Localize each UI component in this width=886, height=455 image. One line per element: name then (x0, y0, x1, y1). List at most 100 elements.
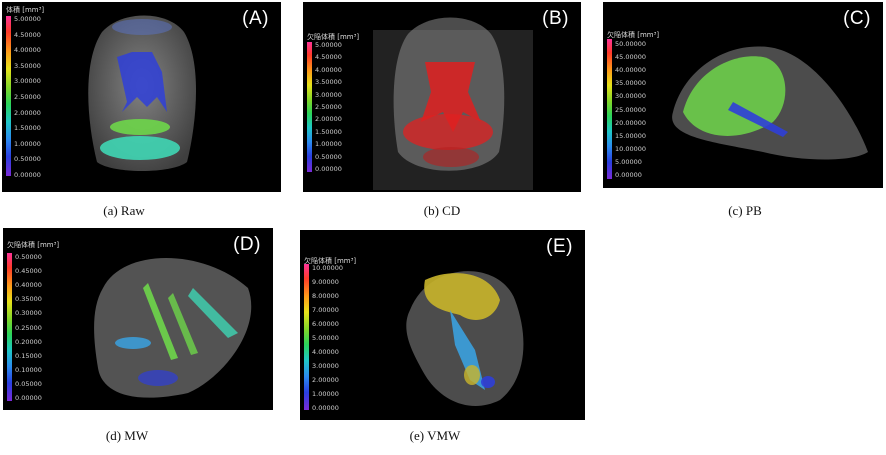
colorbar-tick-label: 0.05000 (15, 379, 42, 388)
colorbar-tick-label: 35.00000 (615, 79, 647, 88)
colorbar-tick-label: 1.00000 (14, 139, 41, 148)
defect-teal-streak (188, 288, 238, 338)
panel-c-render (672, 46, 868, 160)
colorbar-tick-label: 3.00000 (315, 90, 342, 99)
panel-c: 欠陥体積 [mm³] (C) 50.00000 45.00000 40.00000 3… (603, 2, 883, 188)
colorbar-tick-label: 3.00000 (14, 77, 41, 86)
colorbar-tick-label: 4.00000 (315, 65, 342, 74)
colorbar-tick-label: 9.00000 (312, 278, 339, 286)
colorbar-tick-label: 45.00000 (615, 53, 647, 62)
colorbar-tick-label: 0.35000 (15, 295, 42, 304)
colorbar-tick-label: 7.00000 (312, 306, 339, 314)
defect-red-upper (421, 62, 481, 132)
panel-e-render (406, 271, 524, 406)
defect-teal-base (100, 136, 180, 160)
specimen-body (94, 258, 252, 398)
colorbar (607, 39, 612, 179)
caption-d: (d) MW (105, 428, 149, 443)
defect-blue-base (138, 370, 178, 386)
defect-blue-streak (728, 102, 788, 137)
colorbar-tick-label: 0.40000 (15, 281, 42, 290)
colorbar-tick-label: 0.50000 (315, 152, 342, 161)
colorbar-tick-label: 3.00000 (312, 362, 339, 370)
colorbar-tick-label: 3.50000 (315, 78, 342, 87)
colorbar-tick-label: 1.00000 (312, 390, 339, 398)
colorbar-tick-label: 40.00000 (615, 66, 647, 75)
colorbar-tick-label: 1.00000 (315, 140, 342, 149)
colorbar-tick-label: 15.00000 (615, 131, 647, 140)
colorbar-tick-label: 25.00000 (615, 105, 647, 114)
colorbar-tick-label: 0.30000 (15, 309, 42, 318)
colorbar (304, 264, 309, 410)
panel-d: 欠陥体積 [mm³] (D) 0.50000 0.45000 0.40000 0.35… (3, 228, 273, 410)
colorbar-title: 体積 [mm³] (6, 6, 45, 14)
colorbar-tick-label: 2.00000 (312, 376, 339, 384)
colorbar-tick-label: 2.00000 (14, 108, 41, 117)
colorbar-tick-label: 3.50000 (14, 61, 41, 70)
colorbar-title: 欠陥体積 [mm³] (7, 241, 60, 249)
defect-green-cluster (683, 56, 786, 136)
defect-red-lower (403, 114, 493, 150)
colorbar-tick-label: 0.00000 (315, 165, 342, 173)
defect-yellow-upper (424, 273, 500, 320)
colorbar-tick-label: 2.00000 (315, 115, 342, 124)
colorbar-tick-label: 8.00000 (312, 292, 339, 300)
colorbar-tick-label: 0.00000 (615, 171, 642, 179)
caption-e: (e) VMW (409, 428, 461, 443)
colorbar (307, 42, 312, 172)
defect-green-streak-1 (143, 283, 178, 360)
colorbar-tick-label: 5.00000 (312, 334, 339, 342)
colorbar (7, 253, 12, 401)
colorbar-tick-label: 4.50000 (14, 30, 41, 39)
colorbar-tick-label: 20.00000 (615, 118, 647, 127)
caption-c: (c) PB (728, 203, 762, 218)
defect-lightblue (115, 337, 151, 349)
colorbar-tick-label: 6.00000 (312, 320, 339, 328)
colorbar-tick-label: 0.25000 (15, 323, 42, 332)
colorbar-tick-label: 1.50000 (315, 127, 342, 136)
colorbar-tick-label: 0.45000 (15, 267, 42, 276)
defect-green-band (110, 119, 170, 135)
colorbar-tick-label: 0.15000 (15, 351, 42, 360)
colorbar-tick-label: 10.00000 (312, 264, 344, 272)
panel-label: (A) (242, 8, 269, 29)
colorbar-tick-label: 0.00000 (15, 394, 42, 402)
colorbar-tick-label: 4.50000 (315, 53, 342, 62)
colorbar-tick-label: 4.00000 (14, 46, 41, 55)
colorbar-tick-label: 0.20000 (15, 337, 42, 346)
colorbar-tick-label: 5.00000 (14, 15, 41, 23)
panel-label: (B) (542, 8, 569, 29)
panel-label: (E) (546, 236, 573, 257)
panel-label: (C) (843, 8, 871, 29)
colorbar-title: 欠陥体積 [mm³] (607, 31, 660, 39)
colorbar-tick-label: 30.00000 (615, 92, 647, 101)
colorbar-title: 欠陥体積 [mm³] (307, 33, 360, 41)
defect-blue-cluster (117, 52, 167, 112)
colorbar-tick-label: 0.50000 (14, 155, 41, 164)
defect-top (112, 19, 172, 35)
colorbar-tick-label: 4.00000 (312, 348, 339, 356)
caption-a: (a) Raw (103, 203, 145, 218)
colorbar-tick-label: 1.50000 (14, 124, 41, 133)
defect-blue-spot (481, 376, 495, 388)
defect-yellow-lower (464, 365, 480, 385)
colorbar-tick-label: 2.50000 (315, 103, 342, 111)
colorbar-title: 欠陥体積 [mm³] (304, 257, 357, 265)
panel-a-render (88, 15, 197, 171)
colorbar-tick-label: 50.00000 (615, 40, 647, 48)
caption-b: (b) CD (423, 203, 461, 218)
defect-green-streak-2 (168, 293, 198, 355)
colorbar-tick-label: 0.10000 (15, 365, 42, 374)
colorbar-tick-label: 5.00000 (615, 157, 642, 166)
panel-a: 体積 [mm³] (A) 5.00000 4.50000 4.00000 3.5000… (2, 2, 281, 192)
colorbar-tick-label: 5.00000 (315, 41, 342, 49)
defect-red-base (423, 147, 479, 167)
colorbar-tick-label: 10.00000 (615, 144, 647, 153)
panel-label: (D) (233, 234, 261, 255)
panel-e: 欠陥体積 [mm³] (E) 10.00000 9.00000 8.00000 7.0… (300, 230, 585, 420)
colorbar-tick-label: 2.50000 (14, 93, 41, 101)
colorbar-tick-label: 0.00000 (14, 171, 41, 179)
panel-b-render (373, 17, 533, 190)
panel-d-render (94, 258, 252, 398)
panel-b: 欠陥体積 [mm³] (B) 5.00000 4.50000 4.00000 3.50… (303, 2, 581, 192)
